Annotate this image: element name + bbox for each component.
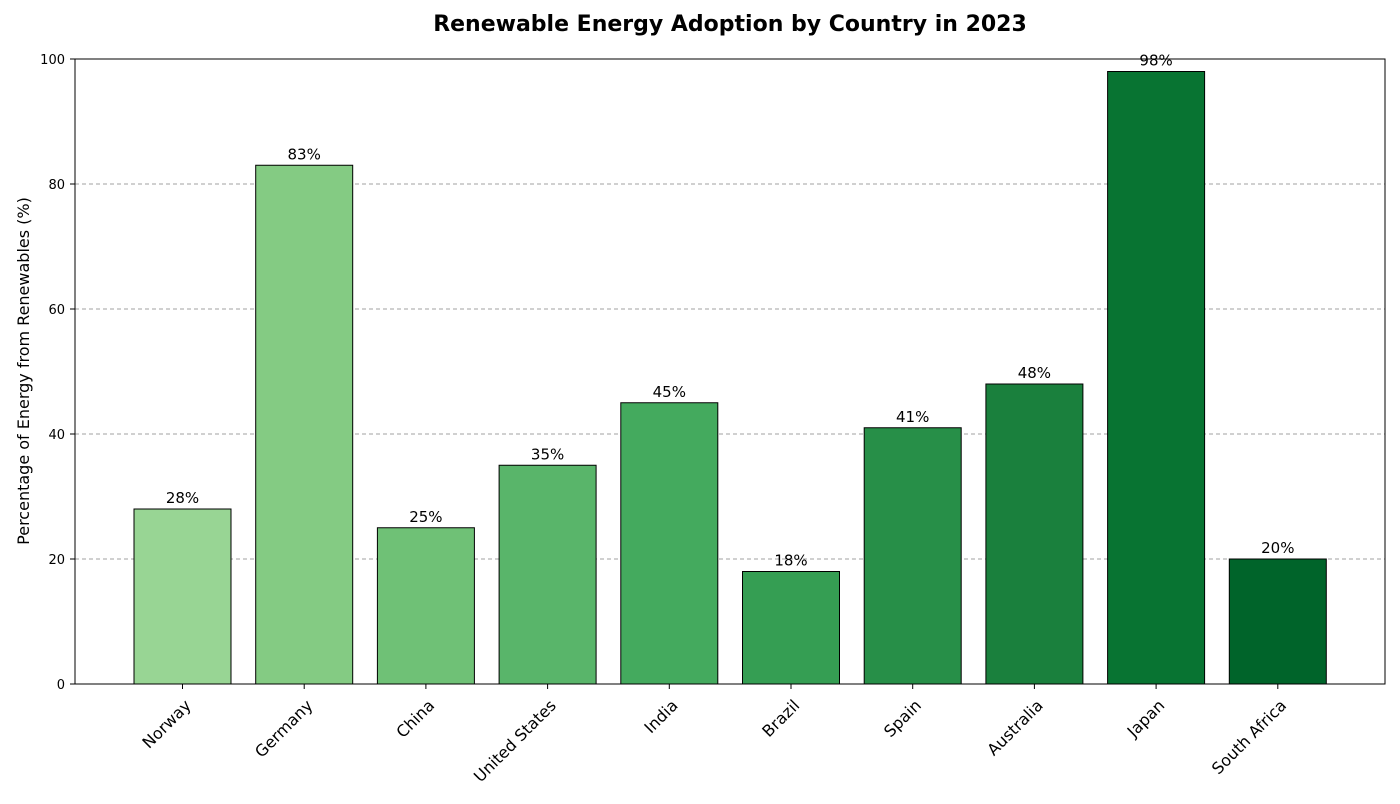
bar-australia [985, 383, 1084, 685]
bar-value-label: 83% [288, 145, 321, 163]
x-tick-label: Germany [251, 696, 316, 761]
bar-value-labels: 28% 83% 25% 35% 45% 18% 41% 48% 98% 20% [166, 52, 1295, 570]
y-tick-label: 0 [57, 678, 65, 693]
bars [133, 71, 1327, 685]
x-tick-label: Brazil [758, 696, 803, 741]
bar-value-label: 41% [896, 408, 929, 426]
x-tick-label: South Africa [1208, 696, 1290, 778]
y-axis-label: Percentage of Energy from Renewables (%) [14, 197, 33, 545]
bar-norway [133, 508, 232, 685]
y-tick-label: 80 [48, 178, 65, 193]
x-tick-label: China [392, 696, 438, 742]
bar-value-label: 48% [1018, 364, 1051, 382]
x-tick-label: United States [470, 696, 560, 786]
x-axis: Norway Germany China United States India Braz… [138, 684, 1290, 786]
bar-value-label: 18% [774, 552, 807, 570]
x-tick-label: Spain [880, 696, 925, 741]
bar-value-label: 25% [409, 508, 442, 526]
y-axis: 0 20 40 60 80 100 [40, 53, 75, 693]
bar-value-label: 98% [1139, 52, 1172, 70]
bar-value-label: 45% [653, 383, 686, 401]
bar-value-label: 35% [531, 445, 564, 463]
bar-japan [1107, 71, 1206, 685]
bar-germany [255, 164, 354, 685]
plot-frame [74, 58, 1386, 685]
y-tick-label: 60 [48, 303, 65, 318]
bar-value-label: 28% [166, 489, 199, 507]
chart-title: Renewable Energy Adoption by Country in … [433, 12, 1027, 37]
bar-spain [863, 427, 962, 685]
bar-brazil [742, 571, 840, 685]
x-tick-label: Australia [983, 696, 1046, 759]
y-tick-label: 100 [40, 53, 65, 68]
bar-value-label: 20% [1261, 539, 1294, 557]
bar-india [620, 402, 719, 685]
bar-south-africa [1228, 558, 1327, 685]
x-tick-label: Japan [1123, 696, 1169, 742]
x-tick-label: India [640, 696, 681, 737]
x-tick-label: Norway [138, 696, 194, 752]
bar-china [376, 527, 475, 685]
y-tick-label: 40 [48, 428, 65, 443]
y-tick-label: 20 [48, 553, 65, 568]
bar-united-states [498, 464, 597, 685]
